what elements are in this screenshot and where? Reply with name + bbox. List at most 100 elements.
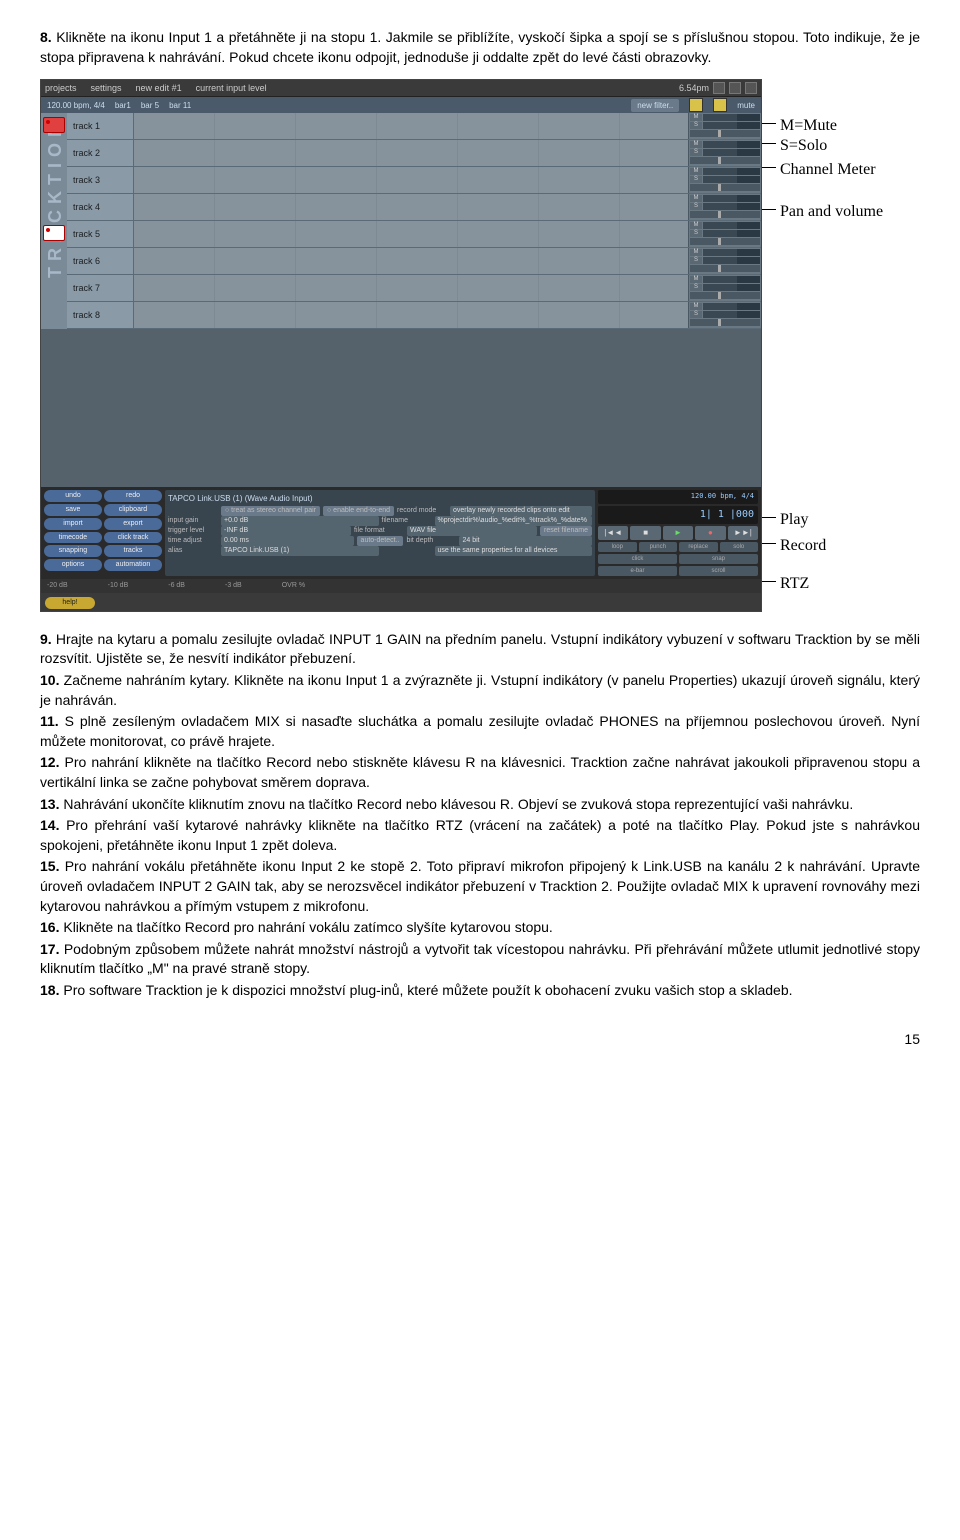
track-label[interactable]: track 4 (67, 194, 134, 220)
track-lane[interactable] (134, 167, 688, 193)
min-icon[interactable] (713, 82, 725, 94)
prop-field[interactable]: overlay newly recorded clips onto edit (450, 506, 592, 516)
track-label[interactable]: track 2 (67, 140, 134, 166)
track-lane[interactable] (134, 248, 688, 274)
pan-slider[interactable] (690, 130, 760, 137)
rtz-button[interactable]: |◄◄ (598, 526, 628, 540)
prop-field[interactable]: use the same properties for all devices (435, 546, 593, 556)
track-row[interactable]: track 8 MS (67, 302, 761, 329)
track-label[interactable]: track 8 (67, 302, 134, 328)
side-button-undo[interactable]: undo (44, 490, 102, 502)
side-button-snapping[interactable]: snapping (44, 545, 102, 557)
track-lane[interactable] (134, 194, 688, 220)
side-button-save[interactable]: save (44, 504, 102, 516)
step: 10. Začneme nahráním kytary. Klikněte na… (40, 671, 920, 710)
menu-projects[interactable]: projects (45, 82, 77, 95)
side-button-click-track[interactable]: click track (104, 532, 162, 544)
solo-button[interactable]: S (690, 203, 702, 210)
side-button-automation[interactable]: automation (104, 559, 162, 571)
new-filter-button[interactable]: new filter.. (631, 99, 679, 112)
end-button[interactable]: ►►| (728, 526, 758, 540)
pan-slider[interactable] (690, 265, 760, 272)
prop-chip[interactable]: ○ treat as stereo channel pair (221, 506, 320, 516)
pan-slider[interactable] (690, 157, 760, 164)
track-row[interactable]: track 2 MS (67, 140, 761, 167)
close-icon[interactable] (745, 82, 757, 94)
prop-chip[interactable]: reset filename (540, 526, 592, 536)
step-text: Pro nahrání vokálu přetáhněte ikonu Inpu… (40, 858, 920, 913)
prop-field[interactable]: -INF dB (221, 526, 351, 536)
help-button[interactable]: help! (45, 597, 95, 609)
toggle-b[interactable] (713, 98, 727, 112)
track-lane[interactable] (134, 275, 688, 301)
track-row[interactable]: track 3 MS (67, 167, 761, 194)
track-row[interactable]: track 4 MS (67, 194, 761, 221)
stop-button[interactable]: ■ (630, 526, 660, 540)
track-row[interactable]: track 7 MS (67, 275, 761, 302)
track-lane[interactable] (134, 221, 688, 247)
prop-field[interactable]: %projectdir%\audio_%edit%_%track%_%date% (435, 516, 593, 526)
solo-button[interactable]: S (690, 176, 702, 183)
transport-scroll[interactable]: scroll (679, 566, 758, 576)
solo-button[interactable]: S (690, 311, 702, 318)
track-label[interactable]: track 1 (67, 113, 134, 139)
track-row[interactable]: track 5 MS (67, 221, 761, 248)
side-button-redo[interactable]: redo (104, 490, 162, 502)
mute-button[interactable]: M (690, 114, 702, 121)
prop-chip[interactable]: ○ enable end-to-end (323, 506, 394, 516)
prop-field[interactable]: 0.00 ms (221, 536, 354, 546)
transport-snap[interactable]: snap (679, 554, 758, 564)
track-lane[interactable] (134, 113, 688, 139)
play-button[interactable]: ► (663, 526, 693, 540)
prop-field[interactable]: WAV file (407, 526, 537, 536)
prop-chip[interactable]: auto-detect.. (357, 536, 404, 546)
solo-button[interactable]: S (690, 257, 702, 264)
menu-settings[interactable]: settings (91, 82, 122, 95)
mute-button[interactable]: M (690, 249, 702, 256)
track-label[interactable]: track 7 (67, 275, 134, 301)
input-chip-icon[interactable] (43, 225, 65, 241)
mute-button[interactable]: M (690, 276, 702, 283)
track-label[interactable]: track 3 (67, 167, 134, 193)
pan-slider[interactable] (690, 319, 760, 326)
track-row[interactable]: track 1 MS (67, 113, 761, 140)
transport-solo[interactable]: solo (720, 542, 759, 552)
track-lane[interactable] (134, 140, 688, 166)
pan-slider[interactable] (690, 238, 760, 245)
input-chip-icon[interactable] (43, 117, 65, 133)
pan-slider[interactable] (690, 292, 760, 299)
side-button-import[interactable]: import (44, 518, 102, 530)
solo-button[interactable]: S (690, 149, 702, 156)
side-button-tracks[interactable]: tracks (104, 545, 162, 557)
track-row[interactable]: track 6 MS (67, 248, 761, 275)
transport-e-bar[interactable]: e-bar (598, 566, 677, 576)
transport-loop[interactable]: loop (598, 542, 637, 552)
record-button[interactable]: ● (695, 526, 725, 540)
solo-button[interactable]: S (690, 284, 702, 291)
track-label[interactable]: track 6 (67, 248, 134, 274)
side-button-options[interactable]: options (44, 559, 102, 571)
mute-button[interactable]: M (690, 168, 702, 175)
side-button-clipboard[interactable]: clipboard (104, 504, 162, 516)
track-lane[interactable] (134, 302, 688, 328)
transport-replace[interactable]: replace (679, 542, 718, 552)
prop-field[interactable]: 24 bit (459, 536, 592, 546)
transport-punch[interactable]: punch (639, 542, 678, 552)
toggle-a[interactable] (689, 98, 703, 112)
mute-button[interactable]: M (690, 141, 702, 148)
solo-button[interactable]: S (690, 122, 702, 129)
transport-click[interactable]: click (598, 554, 677, 564)
pan-slider[interactable] (690, 184, 760, 191)
mute-button[interactable]: M (690, 222, 702, 229)
pan-slider[interactable] (690, 211, 760, 218)
solo-button[interactable]: S (690, 230, 702, 237)
prop-field[interactable]: TAPCO Link.USB (1) (221, 546, 379, 556)
mute-button[interactable]: M (690, 303, 702, 310)
max-icon[interactable] (729, 82, 741, 94)
side-button-export[interactable]: export (104, 518, 162, 530)
side-button-timecode[interactable]: timecode (44, 532, 102, 544)
mute-button[interactable]: M (690, 195, 702, 202)
track-label[interactable]: track 5 (67, 221, 134, 247)
prop-field[interactable]: +0.0 dB (221, 516, 379, 526)
menu-edit[interactable]: new edit #1 (136, 82, 182, 95)
